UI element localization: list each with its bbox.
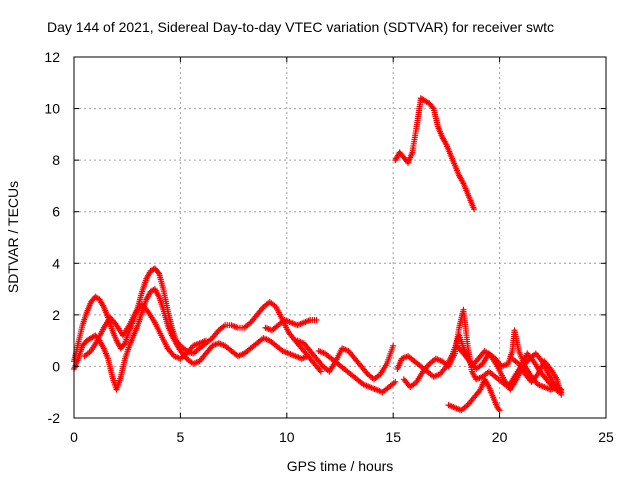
data-point	[392, 378, 399, 385]
data-point	[496, 407, 503, 414]
x-tick-label: 20	[492, 429, 508, 445]
chart-title: Day 144 of 2021, Sidereal Day-to-day VTE…	[47, 19, 554, 35]
y-tick-label: -2	[48, 410, 61, 426]
series-track-l	[509, 355, 565, 398]
data-point	[121, 341, 128, 348]
data-point	[155, 269, 162, 276]
series-track-d	[262, 317, 320, 334]
data-point	[558, 391, 565, 398]
data-series	[71, 95, 565, 414]
x-tick-label: 15	[385, 429, 401, 445]
x-tick-label: 0	[70, 429, 78, 445]
y-tick-label: 8	[52, 152, 60, 168]
data-point	[317, 368, 324, 375]
plot-frame	[73, 56, 607, 419]
y-tick-label: 2	[52, 307, 60, 323]
data-point	[390, 342, 397, 349]
y-axis-label: SDTVAR / TECUs	[5, 181, 21, 293]
x-axis-label: GPS time / hours	[287, 458, 394, 474]
series-track-j	[445, 376, 503, 414]
x-tick-label: 5	[177, 429, 185, 445]
series-track-b	[71, 286, 312, 393]
y-tick-label: 0	[52, 358, 60, 374]
data-point	[429, 104, 436, 111]
x-tick-label: 25	[598, 429, 614, 445]
series-track-c	[81, 301, 209, 362]
x-tick-label: 10	[279, 429, 295, 445]
data-point	[202, 337, 209, 344]
y-tick-label: 6	[52, 204, 60, 220]
series-track-g	[392, 95, 478, 213]
data-point	[313, 317, 320, 324]
y-tick-label: 4	[52, 255, 60, 271]
series-track-f	[315, 347, 399, 396]
y-tick-label: 10	[44, 101, 60, 117]
data-point	[495, 405, 502, 412]
data-point	[305, 353, 312, 360]
series-track-e	[294, 337, 397, 383]
y-tick-label: 12	[44, 49, 60, 65]
data-point	[471, 206, 478, 213]
axes: 0 5 10 15 20 25 -2 0 2 4 6 8 10 12	[44, 49, 614, 445]
